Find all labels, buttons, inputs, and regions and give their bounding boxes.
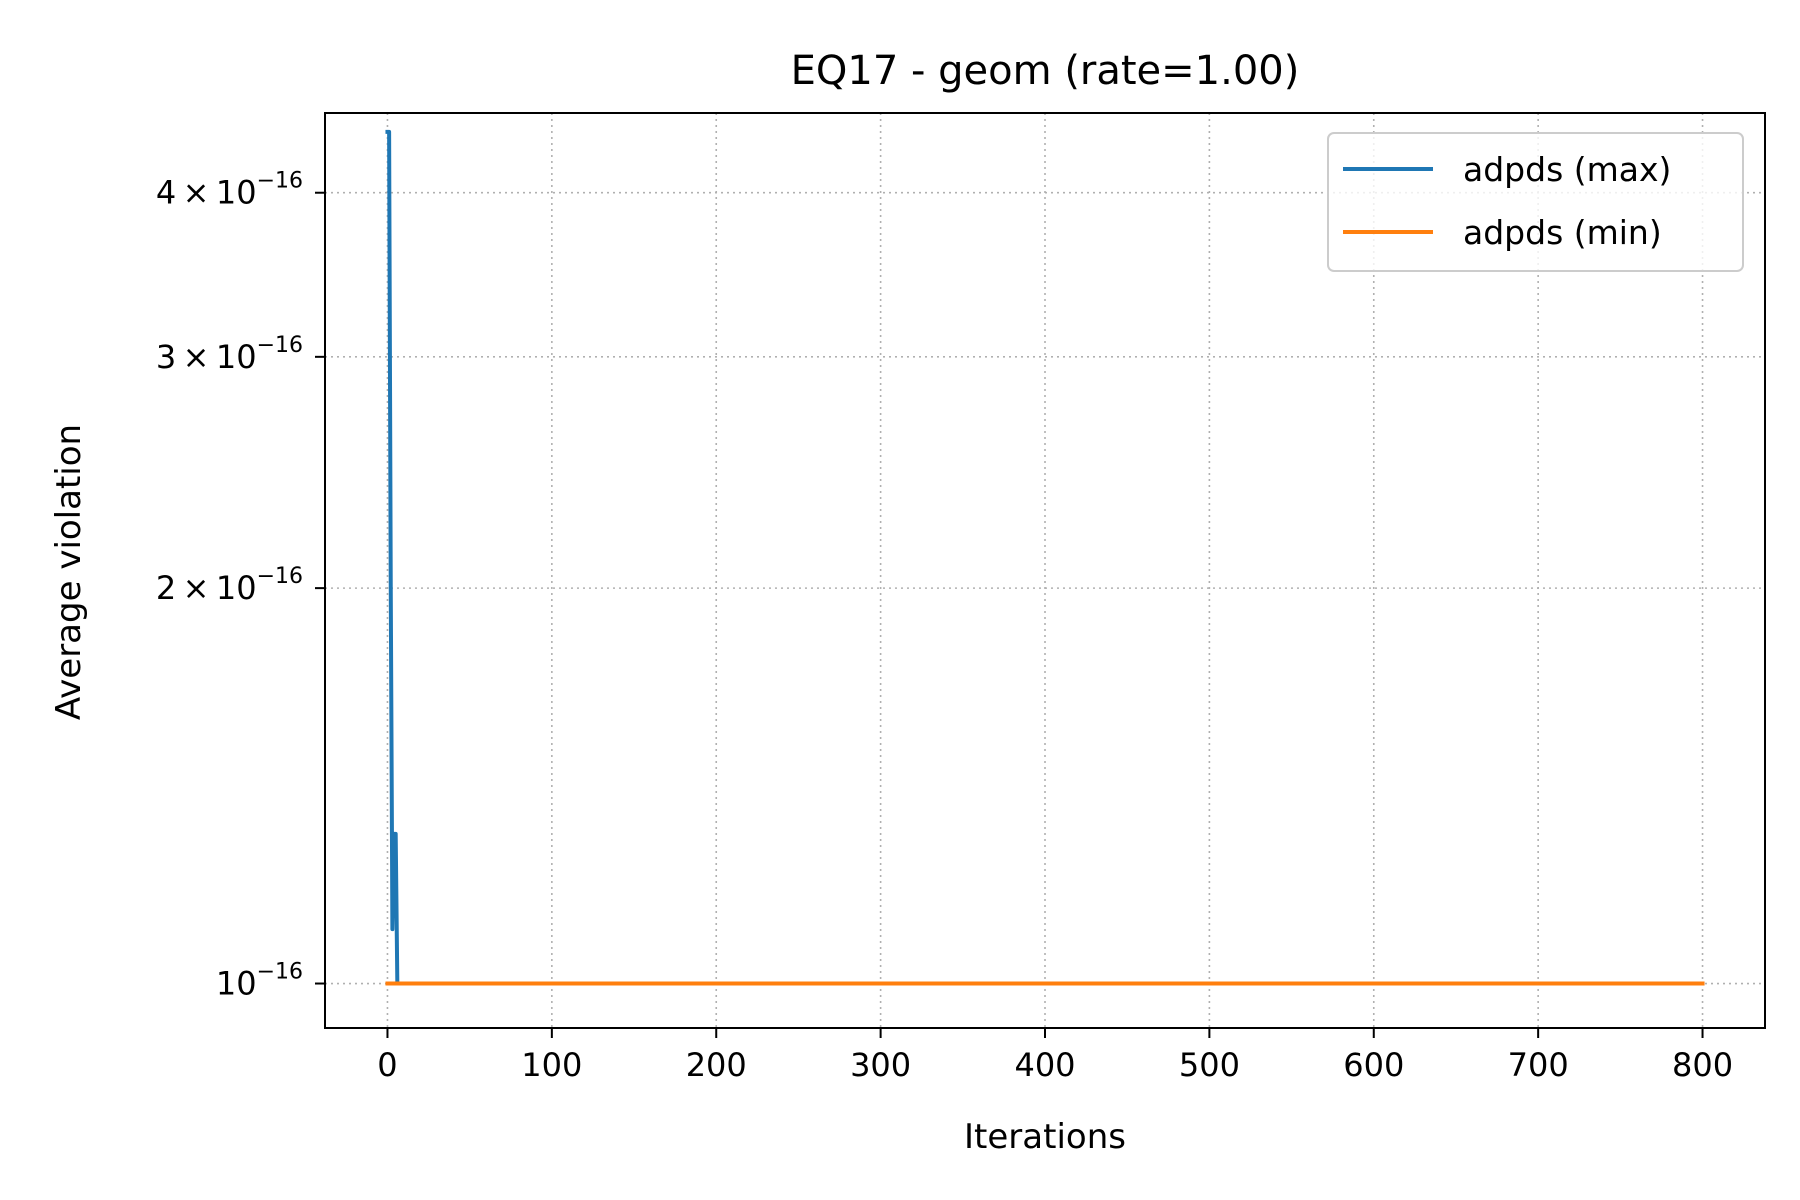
x-tick-label: 500 — [1179, 1046, 1240, 1084]
y-tick-base: 10 — [216, 965, 257, 1003]
x-tick-label: 400 — [1014, 1046, 1075, 1084]
y-axis-label: Average violation — [49, 424, 89, 720]
y-tick-label: 4 × 10−16 — [156, 169, 303, 212]
chart-title: EQ17 - geom (rate=1.00) — [791, 48, 1300, 94]
x-tick-label: 200 — [686, 1046, 747, 1084]
x-tick-label: 800 — [1672, 1046, 1733, 1084]
y-axis: 10−162 × 10−163 × 10−164 × 10−16 — [156, 169, 325, 1003]
y-tick-label: 2 × 10−16 — [156, 564, 303, 607]
x-tick-label: 300 — [850, 1046, 911, 1084]
y-tick-base: 3 × 10 — [156, 338, 257, 376]
legend-label-min: adpds (min) — [1463, 213, 1662, 252]
y-tick-exponent: −16 — [257, 564, 303, 589]
x-axis: 0 100 200 300 400 500 600 700 800 — [377, 1028, 1733, 1084]
y-tick-exponent: −16 — [257, 333, 303, 358]
x-tick-label: 700 — [1508, 1046, 1569, 1084]
x-tick-label: 100 — [521, 1046, 582, 1084]
x-tick-label: 0 — [377, 1046, 397, 1084]
y-tick-label: 3 × 10−16 — [156, 333, 303, 376]
x-axis-label: Iterations — [964, 1117, 1126, 1157]
y-tick-exponent: −16 — [257, 960, 303, 985]
legend: adpds (max) adpds (min) — [1327, 132, 1744, 272]
x-tick-label: 600 — [1343, 1046, 1404, 1084]
series-layer — [385, 129, 1705, 986]
y-tick-label: 10−16 — [216, 960, 303, 1003]
y-tick-base: 4 × 10 — [156, 174, 257, 212]
y-tick-exponent: −16 — [257, 169, 303, 194]
y-tick-base: 2 × 10 — [156, 569, 257, 607]
legend-label-max: adpds (max) — [1463, 150, 1671, 189]
